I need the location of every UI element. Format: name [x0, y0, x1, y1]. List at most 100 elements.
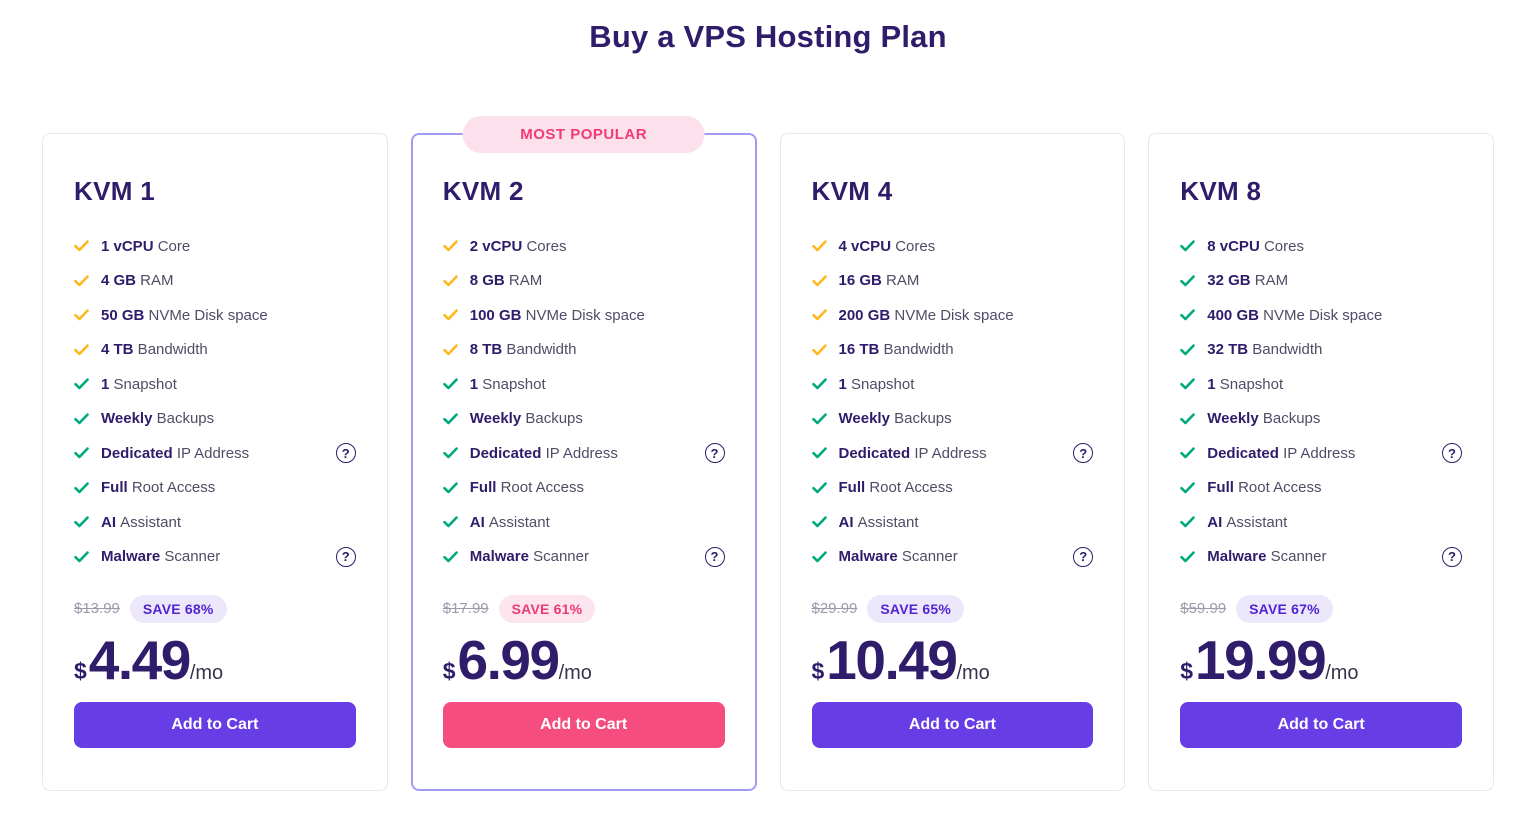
feature-list: 4 vCPU Cores 16 GB RAM 200 GB NVMe Disk sp…: [811, 229, 1094, 574]
feature-label: 50 GB NVMe Disk space: [101, 306, 268, 324]
feature-row: 16 TB Bandwidth: [811, 332, 1094, 367]
price-meta: $59.99 SAVE 67%: [1180, 594, 1462, 623]
feature-row: 8 GB RAM: [442, 263, 725, 298]
feature-row: 200 GB NVMe Disk space: [811, 298, 1094, 333]
check-icon: [442, 274, 458, 287]
price: $6.99/mo: [442, 632, 725, 688]
feature-row: Dedicated IP Address?: [442, 436, 725, 471]
help-icon[interactable]: ?: [1073, 546, 1094, 567]
add-to-cart-button[interactable]: Add to Cart: [811, 701, 1094, 748]
help-icon[interactable]: ?: [1442, 546, 1462, 567]
feature-label: 16 GB RAM: [838, 272, 920, 290]
price-meta: $17.99 SAVE 61%: [442, 594, 725, 623]
feature-row: 100 GB NVMe Disk space: [442, 298, 725, 333]
feature-row: Full Root Access: [442, 470, 725, 505]
help-icon[interactable]: ?: [1073, 443, 1094, 464]
feature-row: 8 TB Bandwidth: [442, 332, 725, 367]
help-icon[interactable]: ?: [335, 546, 356, 567]
feature-label: Weekly Backups: [1207, 410, 1321, 428]
feature-label: Full Root Access: [1207, 479, 1322, 497]
feature-row: AI Assistant: [1180, 505, 1462, 540]
check-icon: [74, 516, 89, 528]
check-icon: [74, 412, 89, 425]
feature-label: 1 vCPU Core: [101, 237, 191, 255]
feature-label: Weekly Backups: [469, 410, 583, 428]
check-icon: [74, 378, 89, 390]
save-badge: SAVE 65%: [867, 594, 964, 623]
plan-card-kvm-8: KVM 8 8 vCPU Cores 32 GB RAM 400 GB NVMe Di…: [1148, 133, 1494, 791]
feature-label: 1 Snapshot: [101, 375, 177, 393]
feature-label: 1 Snapshot: [469, 375, 546, 393]
add-to-cart-button[interactable]: Add to Cart: [74, 701, 356, 748]
feature-label: 8 vCPU Cores: [1207, 237, 1304, 255]
feature-row: AI Assistant: [811, 505, 1094, 540]
add-to-cart-button[interactable]: Add to Cart: [1180, 701, 1462, 748]
check-icon: [1180, 378, 1196, 390]
check-icon: [1180, 412, 1196, 425]
feature-row: 4 GB RAM: [74, 263, 356, 298]
check-icon: [1180, 343, 1196, 356]
feature-label: 4 vCPU Cores: [838, 237, 936, 255]
help-icon[interactable]: ?: [704, 546, 725, 567]
check-icon: [442, 343, 458, 356]
feature-label: AI Assistant: [1207, 513, 1288, 531]
feature-row: 1 Snapshot: [811, 367, 1094, 402]
feature-row: Full Root Access: [74, 470, 356, 505]
feature-row: Weekly Backups: [811, 401, 1094, 436]
feature-label: 400 GB NVMe Disk space: [1207, 306, 1383, 324]
check-icon: [442, 550, 458, 563]
price-period: /mo: [558, 661, 592, 684]
plan-name: KVM 8: [1180, 176, 1262, 206]
check-icon: [442, 240, 458, 252]
feature-label: 1 Snapshot: [838, 375, 915, 393]
check-icon: [1180, 550, 1196, 563]
feature-list: 8 vCPU Cores 32 GB RAM 400 GB NVMe Disk sp…: [1180, 229, 1462, 574]
help-icon[interactable]: ?: [1442, 443, 1462, 464]
feature-label: Dedicated IP Address: [1207, 444, 1356, 462]
feature-row: 1 Snapshot: [1180, 367, 1462, 402]
feature-row: Dedicated IP Address?: [1180, 436, 1462, 471]
feature-row: 4 TB Bandwidth: [74, 332, 356, 367]
feature-label: Weekly Backups: [838, 410, 952, 428]
price-amount: 10.49: [826, 628, 958, 691]
help-icon[interactable]: ?: [704, 443, 725, 464]
feature-row: Malware Scanner?: [442, 539, 725, 574]
feature-label: Full Root Access: [838, 479, 953, 497]
feature-label: Malware Scanner: [101, 548, 221, 566]
feature-label: Weekly Backups: [101, 410, 215, 428]
plan-cards-row: KVM 1 1 vCPU Core 4 GB RAM 50 GB NVMe Disk …: [42, 116, 1494, 791]
feature-label: 32 TB Bandwidth: [1207, 341, 1323, 359]
feature-row: 1 Snapshot: [442, 367, 725, 402]
currency-symbol: $: [442, 657, 456, 684]
feature-list: 2 vCPU Cores 8 GB RAM 100 GB NVMe Disk spa…: [442, 229, 725, 574]
check-icon: [1180, 481, 1196, 494]
feature-row: 32 TB Bandwidth: [1180, 332, 1462, 367]
add-to-cart-button[interactable]: Add to Cart: [442, 701, 725, 748]
check-icon: [74, 274, 89, 287]
feature-row: 1 vCPU Core: [74, 229, 356, 264]
feature-row: 400 GB NVMe Disk space: [1180, 298, 1462, 333]
vps-pricing-section: Buy a VPS Hosting Plan KVM 1 1 vCPU Core 4…: [42, 19, 1494, 791]
check-icon: [811, 343, 827, 356]
price: $4.49/mo: [74, 632, 356, 688]
feature-row: 50 GB NVMe Disk space: [74, 298, 356, 333]
plan-name: KVM 2: [442, 176, 524, 206]
price-period: /mo: [189, 661, 224, 684]
help-icon[interactable]: ?: [335, 443, 356, 464]
feature-label: Full Root Access: [469, 479, 584, 497]
plan-card-kvm-4: KVM 4 4 vCPU Cores 16 GB RAM 200 GB NVMe Di…: [779, 133, 1126, 791]
feature-label: Dedicated IP Address: [469, 444, 618, 462]
feature-row: 4 vCPU Cores: [811, 229, 1094, 264]
old-price: $17.99: [442, 600, 489, 618]
feature-label: 1 Snapshot: [1207, 375, 1284, 393]
feature-row: Weekly Backups: [74, 401, 356, 436]
feature-label: Full Root Access: [101, 479, 216, 497]
feature-label: 32 GB RAM: [1207, 272, 1289, 290]
check-icon: [74, 309, 89, 321]
feature-row: Dedicated IP Address?: [74, 436, 356, 471]
check-icon: [74, 481, 89, 494]
save-badge: SAVE 61%: [498, 594, 596, 623]
check-icon: [811, 481, 827, 494]
feature-row: Dedicated IP Address?: [811, 436, 1094, 471]
plan-name: KVM 4: [811, 176, 893, 206]
